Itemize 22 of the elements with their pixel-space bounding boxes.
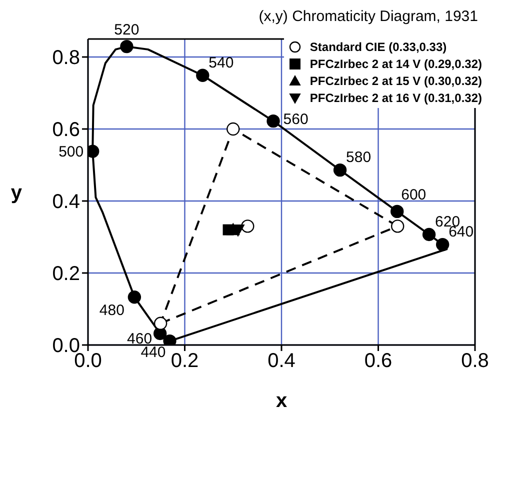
- legend-label: PFCzIrbec 2 at 15 V (0.30,0.32): [310, 74, 482, 88]
- y-tick-label: 0.8: [52, 47, 80, 70]
- annotation: 520: [114, 22, 140, 39]
- y-tick-label: 0.4: [52, 191, 80, 214]
- legend-label: Standard CIE (0.33,0.33): [310, 40, 447, 54]
- x-axis-title: x: [276, 390, 288, 412]
- chart-title: (x,y) Chromaticity Diagram, 1931: [258, 8, 478, 25]
- x-tick-label: 0.6: [364, 350, 392, 372]
- y-tick-label: 0.6: [52, 119, 80, 142]
- x-tick-label: 0.2: [170, 350, 199, 372]
- legend-label: PFCzIrbec 2 at 16 V (0.31,0.32): [310, 90, 482, 104]
- y-axis-title: y: [10, 182, 23, 204]
- annotation: 540: [208, 54, 234, 72]
- annotation: 480: [99, 302, 124, 320]
- legend-label: PFCzIrbec 2 at 14 V (0.29,0.32): [310, 56, 482, 70]
- x-tick-label: 0.4: [268, 350, 296, 372]
- annotation: 580: [346, 149, 372, 166]
- annotation: 600: [401, 186, 426, 204]
- x-tick-label: 0.8: [461, 350, 489, 372]
- y-tick-label: 0.2: [52, 263, 80, 286]
- annotation: 560: [283, 111, 308, 128]
- annotation: 500: [58, 143, 84, 160]
